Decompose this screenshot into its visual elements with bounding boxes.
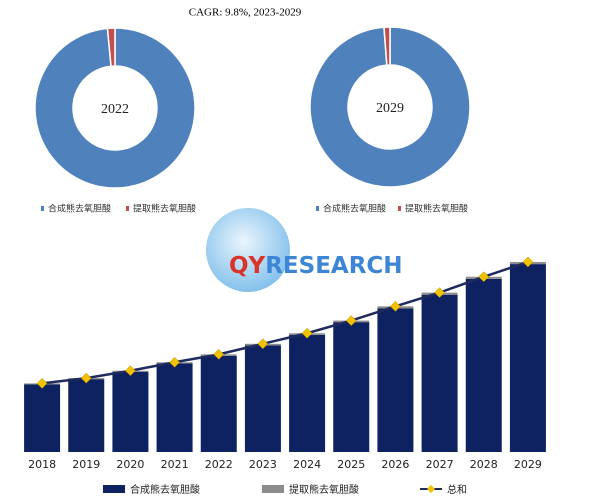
legend-label: 提取熊去氧胆酸 <box>133 203 196 215</box>
line-marker <box>522 256 534 268</box>
line-marker <box>345 315 357 326</box>
bar-segment <box>465 278 502 452</box>
line-marker <box>478 271 490 283</box>
bar-segment <box>244 345 281 452</box>
legend-label: 合成熊去氧胆酸 <box>130 483 200 496</box>
line-marker <box>257 338 269 350</box>
x-tick-label: 2026 <box>381 458 409 471</box>
x-tick-label: 2021 <box>161 458 189 471</box>
legend-label: 提取熊去氧胆酸 <box>405 203 468 215</box>
legend-swatch <box>316 206 319 211</box>
logo-globe <box>206 208 290 292</box>
donut-center-label: 2029 <box>376 101 404 116</box>
x-tick-label: 2018 <box>28 458 56 471</box>
bar-segment <box>68 379 105 452</box>
line-marker <box>169 356 180 368</box>
logo-text: QYRESEARCH <box>229 253 403 279</box>
bar-segment <box>377 308 414 452</box>
legend-label: 提取熊去氧胆酸 <box>289 483 359 496</box>
x-tick-label: 2024 <box>293 458 321 471</box>
legend-swatch <box>126 206 129 211</box>
donut-slice <box>106 27 116 68</box>
line-marker <box>125 365 136 377</box>
bar-segment <box>156 363 193 452</box>
x-tick-label: 2019 <box>72 458 100 471</box>
legend-marker <box>427 485 435 493</box>
x-tick-label: 2025 <box>337 458 365 471</box>
bar-segment <box>112 371 149 452</box>
logo-left: QY <box>229 253 266 279</box>
x-tick-label: 2027 <box>426 458 454 471</box>
line-marker <box>434 287 445 298</box>
line-marker <box>390 300 401 312</box>
line-marker <box>36 378 48 389</box>
legend-label: 合成熊去氧胆酸 <box>48 203 111 215</box>
bar-segment <box>509 264 546 452</box>
bar-segment <box>289 334 326 452</box>
bar-segment <box>200 355 237 452</box>
donut-slice <box>309 26 471 188</box>
legend-swatch <box>262 485 284 493</box>
bar-segment <box>24 384 61 452</box>
bar-segment <box>421 294 458 452</box>
legend-swatch <box>41 206 44 211</box>
donut-slice <box>34 27 196 189</box>
donut-slice <box>383 26 391 66</box>
line-marker <box>213 349 225 360</box>
legend-swatch <box>103 485 125 493</box>
logo-right: RESEARCH <box>265 253 402 279</box>
x-tick-label: 2028 <box>470 458 498 471</box>
line-marker <box>301 327 313 339</box>
legend-label: 总和 <box>447 483 467 496</box>
x-tick-label: 2022 <box>205 458 233 471</box>
line <box>41 260 529 385</box>
x-tick-label: 2029 <box>514 458 542 471</box>
bar-segment <box>333 322 370 452</box>
legend-label: 合成熊去氧胆酸 <box>323 203 386 215</box>
legend-swatch <box>398 206 401 211</box>
x-tick-label: 2023 <box>249 458 277 471</box>
x-tick-label: 2020 <box>116 458 144 471</box>
line-marker <box>80 372 92 384</box>
donut-center-label: 2022 <box>101 102 129 117</box>
chart-title: CAGR: 9.8%, 2023-2029 <box>189 7 302 19</box>
